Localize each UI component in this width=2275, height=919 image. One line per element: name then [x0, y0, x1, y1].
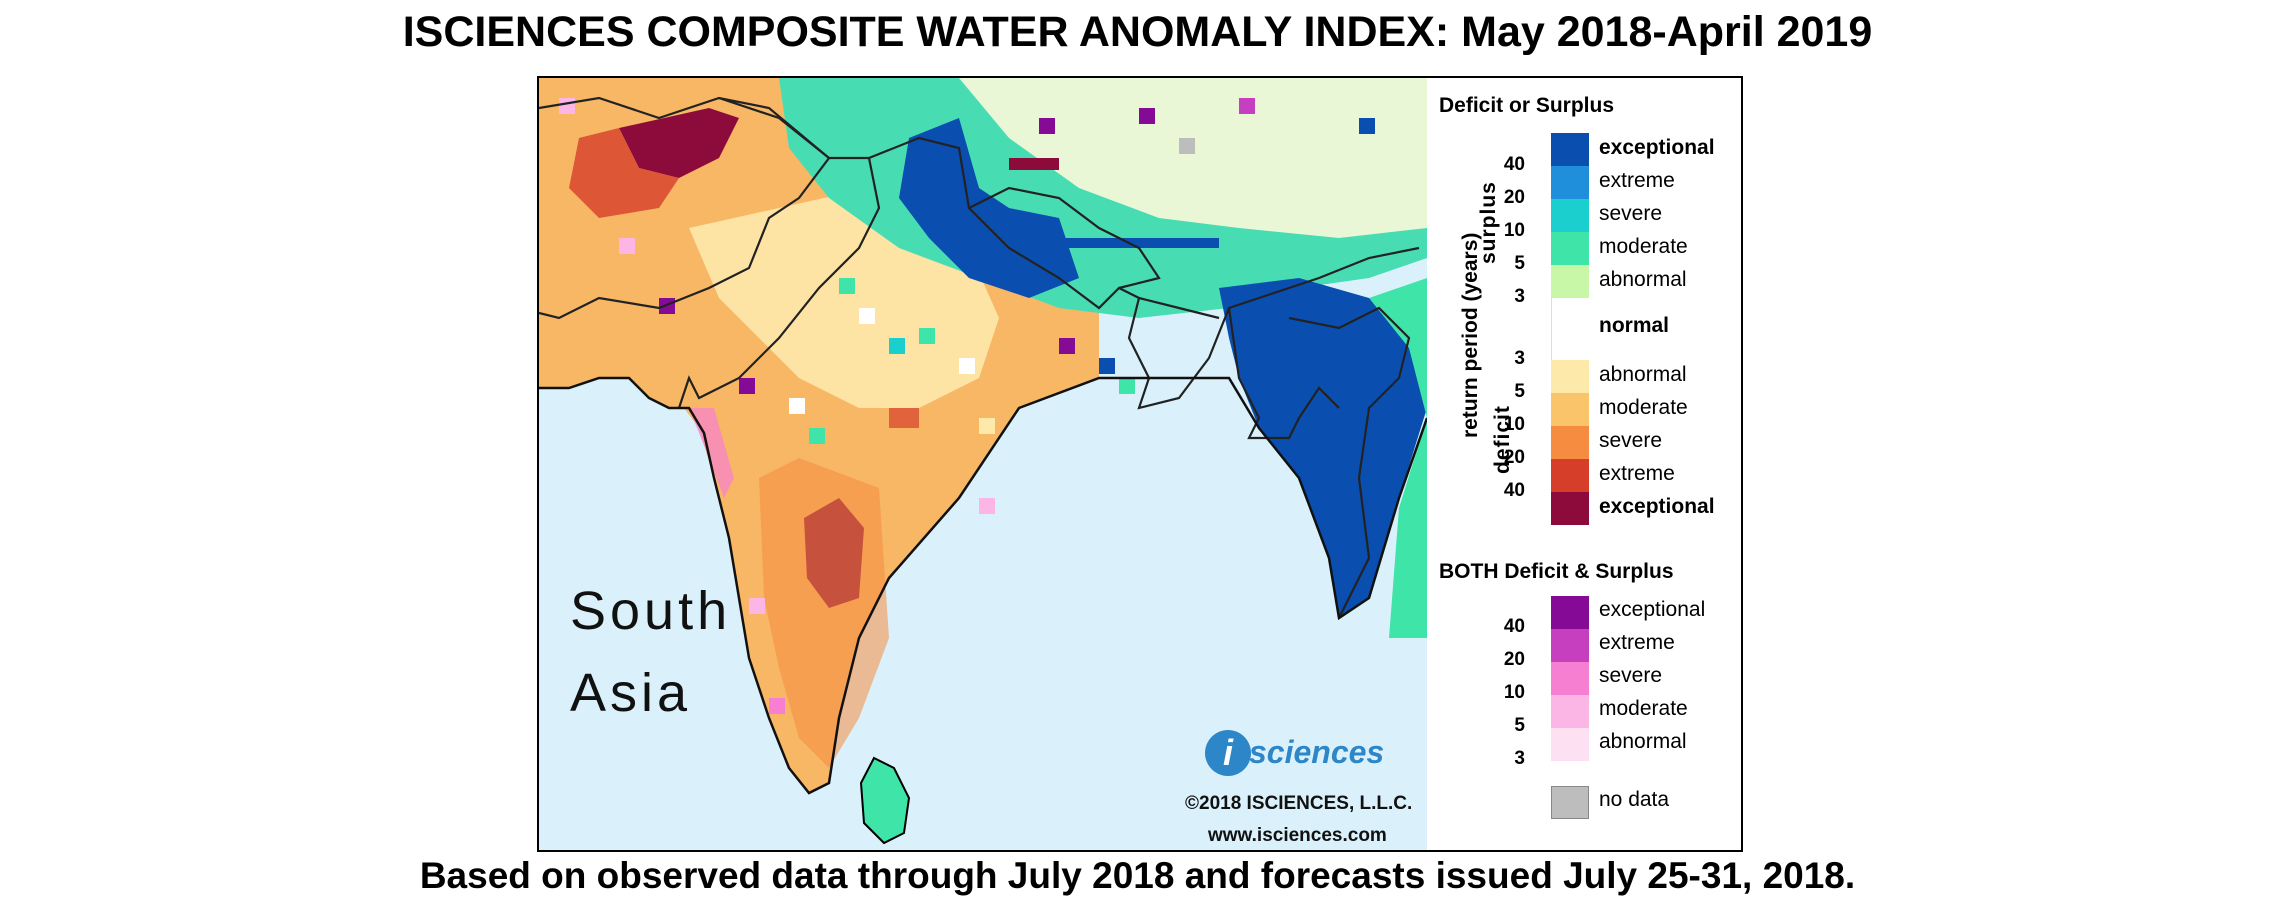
footer-note: Based on observed data through July 2018…: [419, 855, 1856, 896]
land-afghan-deficit: [619, 108, 739, 178]
legend-tick-both-3: 3: [1514, 748, 1525, 769]
land-tibet: [959, 78, 1427, 238]
copyright-text: ©2018 ISCIENCES, L.L.C.: [1185, 793, 1413, 814]
legend-swatch-deficit-moderate: [1551, 393, 1589, 426]
legend-label-both-severe: severe: [1599, 664, 1663, 687]
legend: Deficit or Surplus return period (years)…: [1427, 78, 1741, 850]
legend-label-surplus-abnormal: abnormal: [1599, 268, 1687, 291]
country-borders: [539, 96, 1420, 619]
land-bangladesh-surplus: [1219, 278, 1427, 618]
land-south-severe: [759, 458, 889, 768]
legend-label-deficit-extreme: extreme: [1599, 462, 1675, 485]
legend-swatch-surplus-abnormal: [1551, 265, 1589, 298]
land-afghan-extreme: [569, 128, 679, 218]
region-label: South Asia: [570, 570, 731, 734]
isciences-logo: i sciences: [1205, 730, 1425, 778]
anomaly-cells: [559, 98, 1375, 714]
anomaly-map: [539, 78, 1427, 850]
land-myanmar: [1369, 278, 1427, 638]
legend-swatch-deficit-exceptional: [1551, 492, 1589, 525]
legend-label-deficit-abnormal: abnormal: [1599, 363, 1687, 386]
legend-tick-surplus-10: 10: [1503, 220, 1525, 241]
sri-lanka: [859, 756, 911, 845]
legend-section1-title: Deficit or Surplus: [1439, 94, 1615, 117]
legend-swatch-surplus-extreme: [1551, 166, 1589, 199]
legend-label-surplus-extreme: extreme: [1599, 169, 1675, 192]
legend-swatch-both-moderate: [1551, 695, 1589, 728]
legend-section2-title: BOTH Deficit & Surplus: [1439, 560, 1674, 583]
legend-label-both-exceptional: exceptional: [1599, 598, 1706, 621]
legend-swatch-surplus-moderate: [1551, 232, 1589, 265]
legend-swatch-deficit-extreme: [1551, 459, 1589, 492]
website-link[interactable]: www.isciences.com: [1208, 825, 1387, 846]
legend-label-nodata: no data: [1599, 788, 1670, 811]
legend-tick-deficit-5: 5: [1514, 381, 1525, 402]
legend-swatch-both-severe: [1551, 662, 1589, 695]
legend-tick-surplus-40: 40: [1503, 154, 1525, 175]
legend-swatch-both-abnormal: [1551, 728, 1589, 761]
legend-swatch-nodata: [1551, 786, 1589, 819]
legend-tick-surplus-5: 5: [1514, 253, 1525, 274]
legend-swatch-deficit-abnormal: [1551, 360, 1589, 393]
legend-label-deficit-severe: severe: [1599, 429, 1663, 452]
legend-tick-surplus-20: 20: [1503, 187, 1525, 208]
legend-label-both-moderate: moderate: [1599, 697, 1688, 720]
region-label-line2: Asia: [570, 663, 692, 723]
legend-tick-both-5: 5: [1514, 715, 1525, 736]
legend-label-surplus-moderate: moderate: [1599, 235, 1688, 258]
logo-wordmark: sciences: [1249, 734, 1385, 770]
legend-swatch-normal: [1551, 298, 1590, 360]
land-west-coast-both: [689, 408, 734, 498]
legend-label-deficit-moderate: moderate: [1599, 396, 1688, 419]
legend-tick-both-10: 10: [1503, 682, 1525, 703]
legend-swatch-both-extreme: [1551, 629, 1589, 662]
legend-label-surplus-severe: severe: [1599, 202, 1663, 225]
coastline: [539, 376, 1427, 795]
legend-tick-deficit-10: 10: [1503, 414, 1525, 435]
legend-swatch-surplus-exceptional: [1551, 133, 1589, 166]
legend-tick-deficit-40: 40: [1503, 480, 1525, 501]
legend-tick-deficit-3: 3: [1514, 348, 1525, 369]
legend-swatch-both-exceptional: [1551, 596, 1589, 629]
legend-swatch-surplus-severe: [1551, 199, 1589, 232]
legend-label-both-abnormal: abnormal: [1599, 730, 1687, 753]
legend-tick-deficit-20: 20: [1503, 447, 1525, 468]
legend-label-surplus-exceptional: exceptional: [1599, 136, 1715, 159]
map-title: ISCIENCES COMPOSITE WATER ANOMALY INDEX:…: [402, 8, 1873, 56]
legend-tick-surplus-3: 3: [1514, 286, 1525, 307]
logo-i-icon: i: [1205, 730, 1251, 776]
region-label-line1: South: [570, 581, 732, 641]
legend-label-normal: normal: [1599, 314, 1670, 337]
legend-tick-both-40: 40: [1503, 616, 1525, 637]
legend-label-both-extreme: extreme: [1599, 631, 1675, 654]
land-nepal-surplus: [899, 118, 1079, 298]
legend-tick-both-20: 20: [1503, 649, 1525, 670]
map-panel: [539, 78, 1427, 850]
legend-label-deficit-exceptional: exceptional: [1599, 495, 1715, 518]
legend-swatch-deficit-severe: [1551, 426, 1589, 459]
